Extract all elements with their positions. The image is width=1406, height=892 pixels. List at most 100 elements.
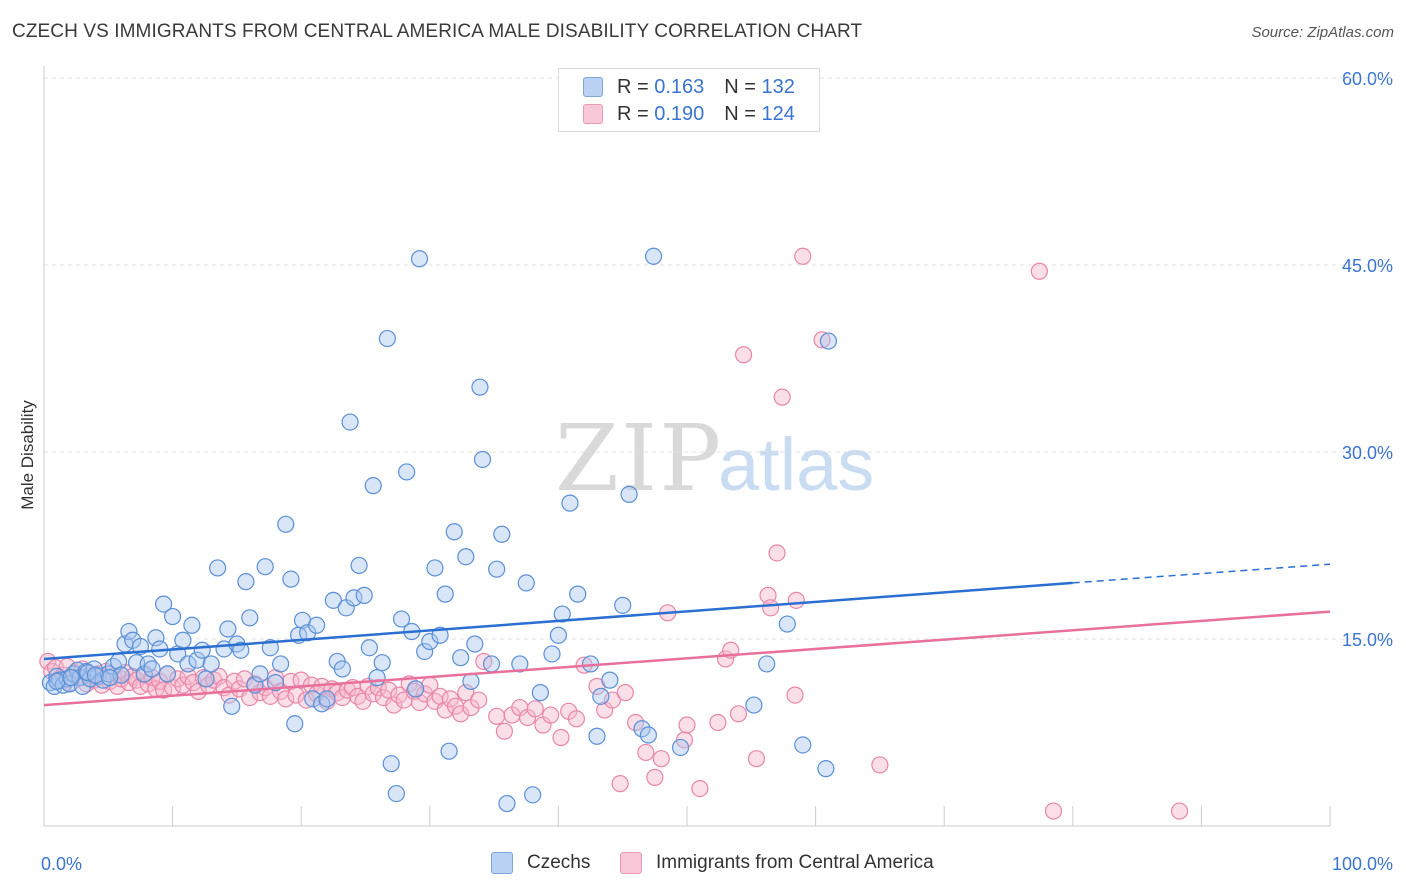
- czechs-point: [341, 413, 359, 431]
- czechs-point: [511, 655, 529, 673]
- czechs-point: [355, 586, 373, 604]
- legend-item-immigrants[interactable]: Immigrants from Central America: [620, 852, 934, 874]
- czechs-legend-swatch: [491, 852, 513, 874]
- czechs-point: [392, 610, 411, 628]
- czechs-point: [308, 616, 326, 634]
- immigrants-point: [1170, 802, 1189, 820]
- immigrants-point: [1044, 802, 1063, 820]
- czechs-point: [164, 607, 182, 626]
- immigrants-point: [709, 713, 727, 732]
- czechs-point: [592, 687, 610, 705]
- czechs-point: [313, 695, 331, 713]
- czechs-point: [256, 558, 274, 576]
- czechs-point: [378, 329, 396, 348]
- czechs-point: [488, 560, 506, 578]
- czechs-point: [286, 715, 304, 733]
- immigrants-point: [616, 684, 634, 702]
- czechs-point: [758, 655, 776, 673]
- czechs-point: [445, 523, 463, 541]
- czechs-point: [671, 738, 690, 757]
- immigrants-point: [488, 707, 506, 725]
- n-label: N =: [724, 75, 756, 98]
- czechs-point: [360, 639, 378, 657]
- czechs-point: [410, 250, 429, 268]
- immigrants-point: [567, 710, 586, 728]
- czechs-point: [639, 726, 658, 744]
- immigrants-point: [761, 599, 780, 617]
- czechs-point: [517, 574, 535, 592]
- czechs-point: [382, 755, 400, 773]
- czechs-point: [745, 696, 763, 714]
- czechs-point: [318, 690, 336, 708]
- immigrants-point: [210, 667, 228, 686]
- immigrants-point: [786, 686, 804, 704]
- czechs-point: [817, 760, 835, 778]
- x-tick-label: 100.0%: [1332, 854, 1393, 874]
- czechs-point: [143, 660, 161, 678]
- immigrants-point: [611, 775, 629, 793]
- czechs-point: [462, 672, 480, 690]
- czechs-point: [219, 620, 237, 638]
- czechs-point: [416, 642, 434, 661]
- stats-row-immigrants: R = 0.190 N = 124: [583, 102, 795, 126]
- czechs-point: [407, 680, 425, 698]
- czechs-point: [387, 784, 405, 803]
- czechs-point: [345, 589, 363, 607]
- czechs-point: [179, 655, 197, 673]
- immigrants-point: [729, 705, 748, 723]
- czechs-point: [193, 641, 211, 659]
- czechs-trend-extension: [1072, 563, 1331, 584]
- czechs-point: [614, 596, 632, 614]
- czechs-point: [426, 559, 444, 577]
- czechs-point: [457, 548, 475, 566]
- czechs-point: [440, 742, 458, 760]
- watermark-zip: ZIP: [555, 405, 723, 512]
- czechs-point: [493, 525, 511, 543]
- czechs-point: [471, 378, 489, 396]
- czechs-point: [531, 684, 549, 702]
- czechs-point: [373, 654, 391, 672]
- immigrants-point: [236, 670, 254, 688]
- czechs-point: [431, 626, 449, 644]
- czechs-point: [237, 573, 255, 591]
- czechs-point: [223, 697, 241, 715]
- czechs-point: [368, 669, 386, 687]
- legend-item-czechs[interactable]: Czechs: [491, 852, 590, 874]
- r-value: 0.190: [654, 102, 705, 125]
- czechs-point: [62, 669, 80, 687]
- czechs-point: [61, 675, 79, 693]
- x-tick-label: 0.0%: [41, 854, 82, 874]
- immigrants-point: [495, 722, 513, 740]
- stats-legend: R = 0.163 N = 132 R = 0.190 N = 124: [558, 68, 820, 132]
- czechs-point: [282, 570, 300, 588]
- y-tick-label: 30.0%: [1342, 443, 1393, 463]
- legend-label-czechs: Czechs: [527, 852, 591, 873]
- czechs-point: [466, 635, 484, 653]
- czechs-point: [588, 727, 606, 745]
- czechs-point: [633, 720, 651, 738]
- czechs-point: [553, 605, 571, 623]
- czechs-point: [158, 665, 177, 683]
- czechs-point: [549, 626, 568, 644]
- czechs-point: [251, 665, 269, 683]
- r-label: R =: [617, 102, 649, 125]
- immigrants-point: [734, 346, 753, 364]
- r-label: R =: [617, 75, 649, 98]
- immigrants-point: [552, 728, 570, 747]
- czechs-point: [601, 671, 619, 689]
- czechs-point: [436, 585, 454, 603]
- immigrants-point: [871, 756, 889, 774]
- czechs-point: [819, 332, 838, 350]
- czechs-point: [174, 631, 192, 649]
- czechs-swatch: [583, 77, 603, 97]
- immigrants-point: [646, 768, 664, 786]
- czechs-point: [202, 655, 220, 673]
- czechs-point: [452, 649, 470, 667]
- czechs-point: [421, 632, 439, 651]
- immigrants-point: [637, 743, 655, 762]
- immigrants-point: [526, 700, 544, 718]
- czechs-point: [569, 585, 587, 603]
- czechs-point: [197, 670, 215, 688]
- czechs-point: [644, 247, 663, 265]
- czechs-point: [350, 556, 368, 575]
